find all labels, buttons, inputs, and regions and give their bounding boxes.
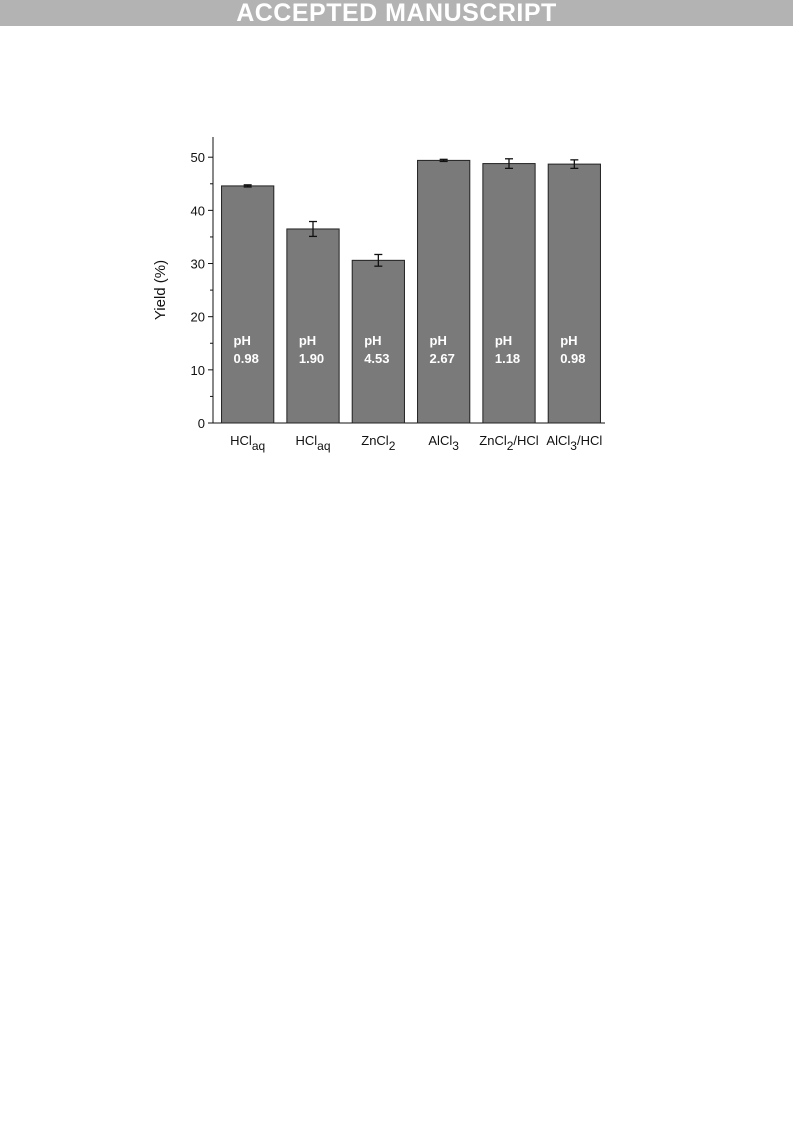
x-tick-subscript: aq — [317, 439, 330, 453]
y-tick-label: 40 — [191, 203, 205, 218]
x-tick-text: AlCl — [428, 433, 452, 448]
x-tick-subscript: aq — [252, 439, 265, 453]
ph-label: pH — [299, 333, 316, 348]
x-tick-text: AlCl — [546, 433, 570, 448]
x-tick-subscript: 2 — [507, 439, 514, 453]
ph-label: pH — [364, 333, 381, 348]
bar — [221, 185, 275, 424]
x-tick-subscript: 3 — [570, 439, 577, 453]
bar — [286, 228, 340, 424]
ph-value: 2.67 — [430, 351, 455, 366]
error-bar — [570, 159, 579, 170]
y-tick-label: 50 — [191, 150, 205, 165]
x-tick-text: ZnCl — [479, 433, 507, 448]
x-tick-text: /HCl — [513, 433, 538, 448]
x-tick-text: ZnCl — [361, 433, 389, 448]
ph-value: 1.90 — [299, 351, 324, 366]
error-bar — [505, 158, 513, 170]
ph-label: pH — [560, 333, 577, 348]
error-bar — [243, 184, 252, 188]
ph-value: 0.98 — [234, 351, 259, 366]
x-tick-label: HClaq — [295, 433, 330, 453]
bar — [417, 159, 471, 424]
x-tick-label: ZnCl2 — [361, 433, 395, 453]
bar — [547, 163, 601, 424]
banner: ACCEPTED MANUSCRIPT — [0, 0, 793, 27]
x-tick-label: HClaq — [230, 433, 265, 453]
x-tick-subscript: 3 — [452, 439, 459, 453]
x-tick-text: /HCl — [577, 433, 602, 448]
y-tick-label: 20 — [191, 310, 205, 325]
x-tick-label: ZnCl2/HCl — [479, 433, 539, 453]
ph-value: 0.98 — [560, 351, 585, 366]
y-axis-label: Yield (%) — [152, 260, 169, 320]
x-tick-subscript: 2 — [389, 439, 396, 453]
error-bar — [439, 158, 448, 163]
y-tick-label: 0 — [198, 416, 205, 431]
ph-label: pH — [430, 333, 447, 348]
x-tick-label: AlCl3 — [428, 433, 459, 453]
x-tick-text: HCl — [230, 433, 252, 448]
ph-label: pH — [495, 333, 512, 348]
error-bar — [309, 220, 317, 238]
y-tick-label: 10 — [191, 363, 205, 378]
y-tick-label: 30 — [191, 257, 205, 272]
ph-label: pH — [234, 333, 251, 348]
bar — [482, 163, 536, 424]
x-tick-label: AlCl3/HCl — [546, 433, 602, 453]
x-tick-text: HCl — [295, 433, 317, 448]
chart: Yield (%) 01020304050HClaqpH0.98HClaqpH1… — [152, 137, 605, 453]
ph-value: 4.53 — [364, 351, 389, 366]
error-bar — [374, 253, 383, 267]
ph-value: 1.18 — [495, 351, 520, 366]
